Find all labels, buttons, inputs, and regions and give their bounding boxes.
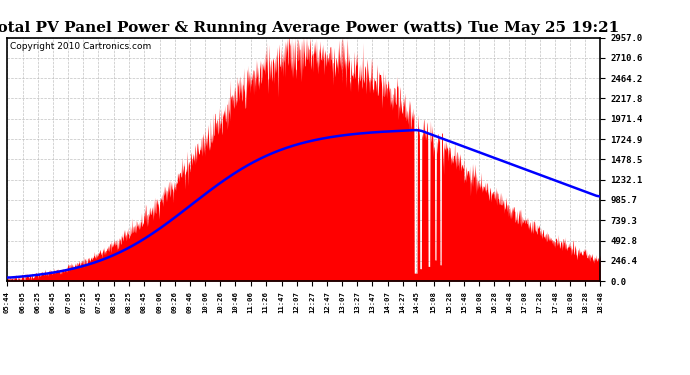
Title: Total PV Panel Power & Running Average Power (watts) Tue May 25 19:21: Total PV Panel Power & Running Average P… [0, 21, 619, 35]
Text: Copyright 2010 Cartronics.com: Copyright 2010 Cartronics.com [10, 42, 151, 51]
